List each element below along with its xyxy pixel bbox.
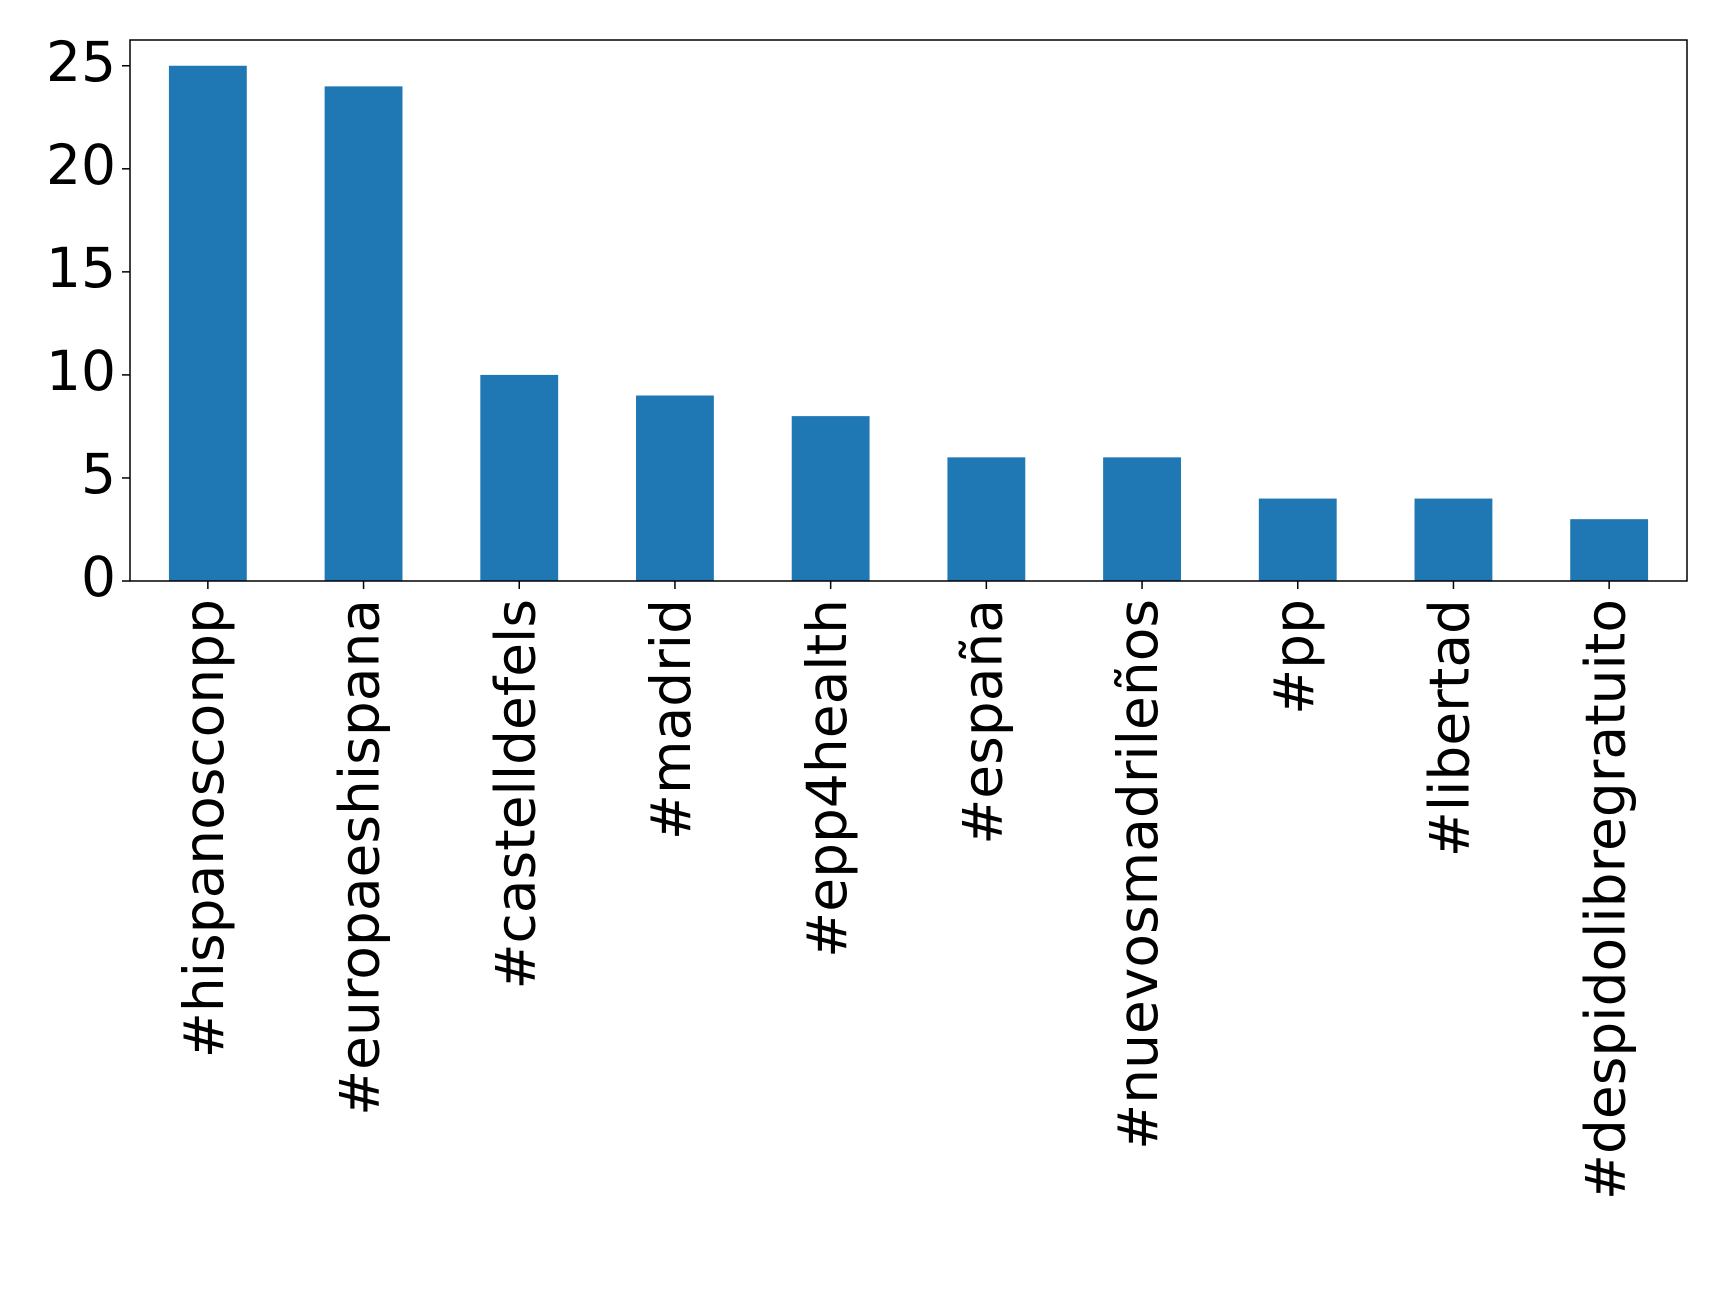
- x-tick-label: #epp4health: [795, 599, 859, 958]
- bar: [947, 457, 1026, 581]
- bar: [324, 86, 403, 581]
- x-tick-label: #hispanosconpp: [172, 599, 236, 1058]
- y-tick-label: 0: [81, 545, 116, 609]
- x-tick-label: #madrid: [639, 599, 703, 840]
- x-tick-label: #despidolibregratuito: [1573, 599, 1637, 1200]
- bar: [1103, 457, 1181, 581]
- bar: [1570, 519, 1649, 581]
- y-tick-label: 15: [46, 236, 116, 300]
- bar: [1258, 498, 1337, 581]
- bar: [791, 416, 870, 581]
- y-tick-label: 20: [46, 133, 116, 197]
- y-tick-label: 10: [46, 339, 116, 403]
- y-tick-label: 5: [81, 442, 116, 506]
- x-tick-label: #castelldefels: [483, 599, 547, 990]
- bar: [168, 65, 247, 581]
- bar: [1414, 498, 1493, 581]
- x-tick-label: #europaeshispana: [328, 599, 392, 1116]
- x-tick-label: #pp: [1262, 599, 1326, 715]
- x-tick-label: #nuevosmadrileños: [1106, 599, 1170, 1150]
- bar: [636, 395, 714, 581]
- plot-frame: [129, 39, 1688, 582]
- x-tick-label: #libertad: [1418, 599, 1482, 857]
- bar: [480, 374, 559, 581]
- x-tick-label: #españa: [950, 599, 1014, 845]
- y-tick-label: 25: [46, 30, 116, 94]
